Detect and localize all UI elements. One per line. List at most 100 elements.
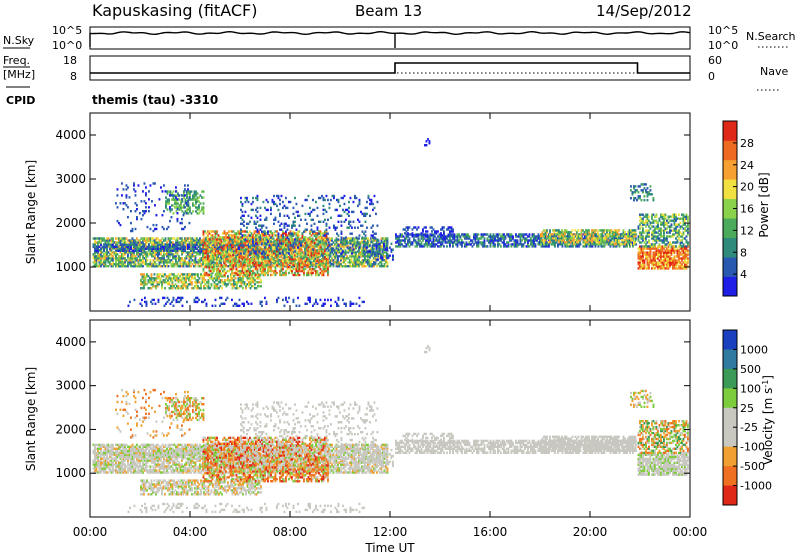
power-cell bbox=[279, 198, 281, 202]
power-cell bbox=[174, 198, 176, 201]
power-cell bbox=[149, 281, 151, 284]
power-cell bbox=[240, 244, 242, 247]
power-cell bbox=[358, 256, 361, 259]
power-cell bbox=[378, 248, 381, 251]
power-cell bbox=[98, 237, 101, 240]
power-cell bbox=[128, 243, 131, 246]
power-cell bbox=[206, 285, 208, 288]
power-cell bbox=[373, 232, 376, 235]
power-cell bbox=[211, 263, 214, 267]
power-cell bbox=[122, 247, 125, 250]
power-cell bbox=[357, 204, 359, 208]
power-cell bbox=[276, 263, 278, 267]
power-cell bbox=[353, 261, 356, 264]
power-cell bbox=[185, 263, 188, 266]
power-cell bbox=[248, 277, 250, 280]
power-cell bbox=[329, 261, 332, 264]
power-cell bbox=[256, 198, 259, 202]
power-cell bbox=[283, 261, 285, 264]
power-cell bbox=[229, 243, 231, 247]
power-cell bbox=[143, 200, 146, 203]
power-cell bbox=[146, 225, 149, 229]
power-cell bbox=[310, 258, 313, 261]
power-cell bbox=[285, 254, 287, 257]
power-cell bbox=[104, 253, 107, 256]
power-cell bbox=[298, 238, 301, 241]
power-cell bbox=[306, 265, 308, 269]
power-cell bbox=[355, 255, 357, 258]
power-cell bbox=[220, 249, 222, 252]
power-cell bbox=[222, 275, 225, 278]
power-cell bbox=[136, 204, 138, 207]
power-cell bbox=[316, 271, 319, 275]
power-cell bbox=[338, 263, 341, 266]
power-cell bbox=[143, 279, 145, 282]
power-cell bbox=[356, 257, 359, 260]
power-cell bbox=[253, 271, 256, 275]
power-cell bbox=[174, 277, 177, 280]
power-cell bbox=[380, 237, 383, 240]
power-cell bbox=[280, 267, 283, 271]
power-cell bbox=[274, 271, 277, 275]
power-cell bbox=[160, 239, 162, 242]
power-cell bbox=[154, 261, 156, 264]
power-cell bbox=[139, 212, 141, 215]
power-cell bbox=[343, 265, 345, 268]
power-cell bbox=[307, 194, 310, 198]
power-cell bbox=[462, 233, 465, 236]
power-cell bbox=[170, 194, 173, 197]
power-cell bbox=[364, 230, 367, 233]
power-cell bbox=[124, 245, 126, 248]
power-cell bbox=[234, 277, 237, 280]
power-cell bbox=[361, 253, 363, 256]
power-cell bbox=[237, 240, 239, 243]
power-cell bbox=[161, 241, 164, 244]
power-cell bbox=[238, 252, 241, 255]
power-cell bbox=[149, 241, 152, 244]
power-cell bbox=[407, 243, 409, 246]
power-cell bbox=[246, 230, 248, 233]
power-cell bbox=[225, 283, 228, 286]
power-cell bbox=[265, 218, 268, 221]
power-cell bbox=[198, 287, 201, 290]
power-cell bbox=[223, 267, 226, 271]
power-cell bbox=[237, 256, 239, 259]
power-cell bbox=[289, 246, 292, 249]
power-cell bbox=[94, 259, 96, 262]
power-cell bbox=[372, 208, 374, 212]
power-cell bbox=[318, 232, 320, 235]
power-cell bbox=[95, 249, 98, 252]
power-cell bbox=[309, 230, 311, 233]
power-cell bbox=[248, 249, 251, 252]
power-cell bbox=[109, 261, 111, 264]
power-cell bbox=[209, 237, 212, 240]
power-cell bbox=[259, 214, 262, 217]
power-cell bbox=[255, 236, 257, 239]
power-cell bbox=[273, 260, 275, 263]
power-cell bbox=[332, 263, 335, 266]
power-cell bbox=[231, 277, 234, 280]
power-cell bbox=[244, 250, 247, 253]
power-cell bbox=[279, 224, 281, 227]
power-cell bbox=[449, 245, 451, 248]
power-cell bbox=[250, 240, 253, 243]
power-cell bbox=[234, 240, 236, 243]
power-cell bbox=[310, 267, 313, 271]
power-cell bbox=[304, 242, 307, 245]
power-cell bbox=[377, 263, 380, 266]
power-cell bbox=[416, 243, 418, 246]
noise-right-tick-bottom: 10^0 bbox=[708, 39, 738, 52]
power-cell bbox=[164, 279, 166, 282]
power-cell bbox=[310, 244, 313, 247]
power-cell bbox=[191, 281, 193, 284]
power-cell bbox=[470, 239, 472, 242]
power-cell bbox=[203, 237, 206, 240]
power-cell bbox=[443, 239, 445, 242]
power-cell bbox=[366, 250, 368, 253]
power-cell bbox=[230, 275, 232, 278]
power-cell bbox=[95, 263, 98, 266]
power-cell bbox=[172, 263, 174, 266]
power-cell bbox=[185, 257, 188, 260]
power-cell bbox=[109, 239, 111, 242]
power-cell bbox=[395, 245, 397, 248]
